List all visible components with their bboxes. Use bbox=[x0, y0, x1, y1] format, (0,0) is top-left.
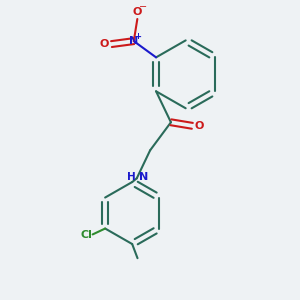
Text: O: O bbox=[133, 7, 142, 16]
Text: O: O bbox=[194, 121, 204, 131]
Text: +: + bbox=[134, 32, 141, 41]
Text: H: H bbox=[127, 172, 136, 182]
Text: N: N bbox=[139, 172, 148, 182]
Text: −: − bbox=[139, 2, 147, 12]
Text: O: O bbox=[100, 39, 109, 49]
Text: N: N bbox=[129, 36, 138, 46]
Text: Cl: Cl bbox=[81, 230, 93, 240]
